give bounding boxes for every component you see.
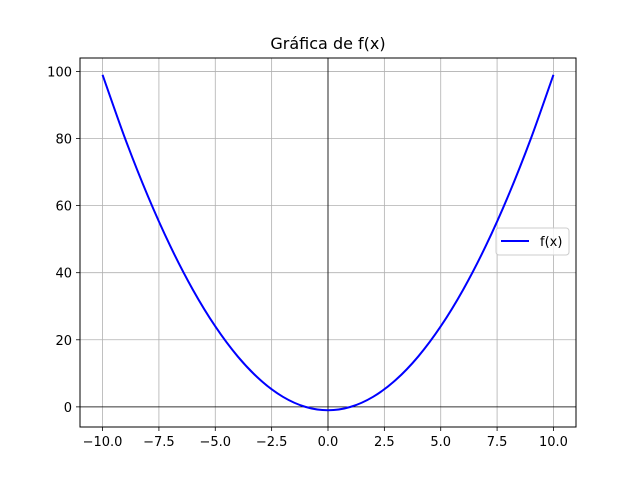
x-tick-label: 2.5: [374, 435, 395, 450]
y-tick-label: 20: [55, 334, 72, 349]
y-tick-label: 0: [64, 401, 72, 416]
y-tick-label: 40: [55, 267, 72, 282]
legend-label-f-x: f(x): [540, 235, 562, 250]
y-tick-label: 80: [55, 133, 72, 148]
chart-title: Gráfica de f(x): [270, 34, 385, 53]
x-tick-label: −10.0: [83, 435, 123, 450]
x-tick-label: 5.0: [430, 435, 451, 450]
legend: f(x): [496, 228, 569, 255]
x-tick-label: −7.5: [143, 435, 175, 450]
x-tick-label: 7.5: [487, 435, 508, 450]
y-tick-label: 100: [47, 65, 72, 80]
x-tick-label: 0.0: [318, 435, 339, 450]
x-tick-label: −5.0: [199, 435, 231, 450]
x-tick-label: −2.5: [256, 435, 288, 450]
x-tick-label: 10.0: [539, 435, 568, 450]
y-tick-label: 60: [55, 200, 72, 215]
